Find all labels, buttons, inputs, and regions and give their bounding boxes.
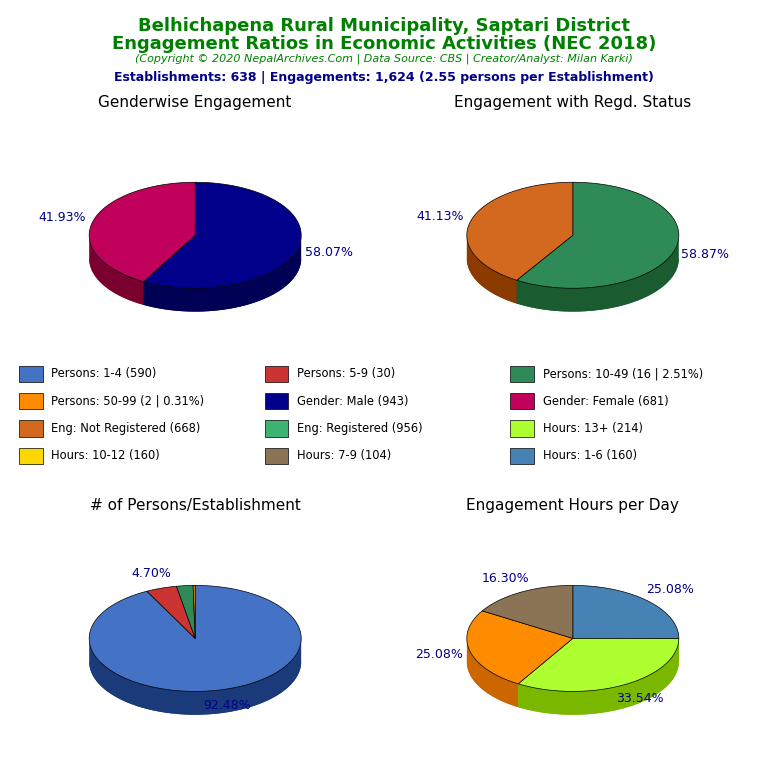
Text: # of Persons/Establishment: # of Persons/Establishment [90,498,300,514]
Text: Persons: 50-99 (2 | 0.31%): Persons: 50-99 (2 | 0.31%) [51,395,204,408]
Bar [19,393,43,409]
Polygon shape [517,236,679,312]
Text: Persons: 5-9 (30): Persons: 5-9 (30) [297,367,396,380]
Bar [19,366,43,382]
Polygon shape [518,662,679,715]
Bar [510,366,534,382]
Text: 41.93%: 41.93% [38,211,85,224]
Bar [264,420,288,437]
Bar [264,448,288,464]
Polygon shape [517,235,573,303]
Polygon shape [482,585,573,638]
Text: 92.48%: 92.48% [204,699,251,712]
Polygon shape [518,638,573,707]
Text: Persons: 10-49 (16 | 2.51%): Persons: 10-49 (16 | 2.51%) [542,367,703,380]
Polygon shape [518,639,679,715]
Bar [510,448,534,464]
Polygon shape [467,639,518,707]
Text: 33.54%: 33.54% [617,692,664,705]
Text: Belhichapena Rural Municipality, Saptari District: Belhichapena Rural Municipality, Saptari… [138,17,630,35]
Polygon shape [517,235,573,303]
Text: Gender: Female (681): Gender: Female (681) [542,395,668,408]
Polygon shape [177,585,195,638]
Polygon shape [89,662,301,715]
Bar [264,366,288,382]
Polygon shape [144,182,301,288]
Text: Hours: 7-9 (104): Hours: 7-9 (104) [297,449,391,462]
Text: Genderwise Engagement: Genderwise Engagement [98,95,292,111]
Polygon shape [467,611,573,684]
Text: Hours: 13+ (214): Hours: 13+ (214) [542,422,643,435]
Polygon shape [89,585,301,691]
Bar [510,393,534,409]
Text: Eng: Not Registered (668): Eng: Not Registered (668) [51,422,201,435]
Polygon shape [89,236,144,305]
Text: 41.13%: 41.13% [416,210,464,223]
Text: Hours: 1-6 (160): Hours: 1-6 (160) [542,449,637,462]
Text: Engagement with Regd. Status: Engagement with Regd. Status [454,95,691,111]
Text: Engagement Ratios in Economic Activities (NEC 2018): Engagement Ratios in Economic Activities… [112,35,656,52]
Polygon shape [147,586,195,638]
Text: 58.07%: 58.07% [305,246,353,259]
Text: 4.70%: 4.70% [131,567,171,580]
Bar [264,393,288,409]
Text: 25.08%: 25.08% [647,584,694,596]
Text: 16.30%: 16.30% [482,572,529,585]
Polygon shape [89,639,301,715]
Polygon shape [517,259,679,312]
Polygon shape [144,235,195,305]
Polygon shape [144,236,301,312]
Bar [19,448,43,464]
Text: Establishments: 638 | Engagements: 1,624 (2.55 persons per Establishment): Establishments: 638 | Engagements: 1,624… [114,71,654,84]
Polygon shape [89,259,195,305]
Polygon shape [467,182,573,280]
Polygon shape [467,662,573,707]
Polygon shape [89,182,195,282]
Polygon shape [144,259,301,312]
Text: 58.87%: 58.87% [681,248,730,260]
Polygon shape [518,638,679,691]
Polygon shape [573,638,679,662]
Text: Gender: Male (943): Gender: Male (943) [297,395,409,408]
Polygon shape [573,638,679,662]
Bar [19,420,43,437]
Polygon shape [467,235,517,303]
Polygon shape [517,182,679,288]
Polygon shape [467,259,573,303]
Text: 25.08%: 25.08% [415,648,463,661]
Polygon shape [193,585,195,638]
Text: (Copyright © 2020 NepalArchives.Com | Data Source: CBS | Creator/Analyst: Milan : (Copyright © 2020 NepalArchives.Com | Da… [135,54,633,65]
Text: Eng: Registered (956): Eng: Registered (956) [297,422,422,435]
Text: Engagement Hours per Day: Engagement Hours per Day [466,498,679,514]
Bar [510,420,534,437]
Text: Hours: 10-12 (160): Hours: 10-12 (160) [51,449,161,462]
Polygon shape [518,638,573,707]
Text: Persons: 1-4 (590): Persons: 1-4 (590) [51,367,157,380]
Polygon shape [144,235,195,305]
Polygon shape [573,585,679,639]
